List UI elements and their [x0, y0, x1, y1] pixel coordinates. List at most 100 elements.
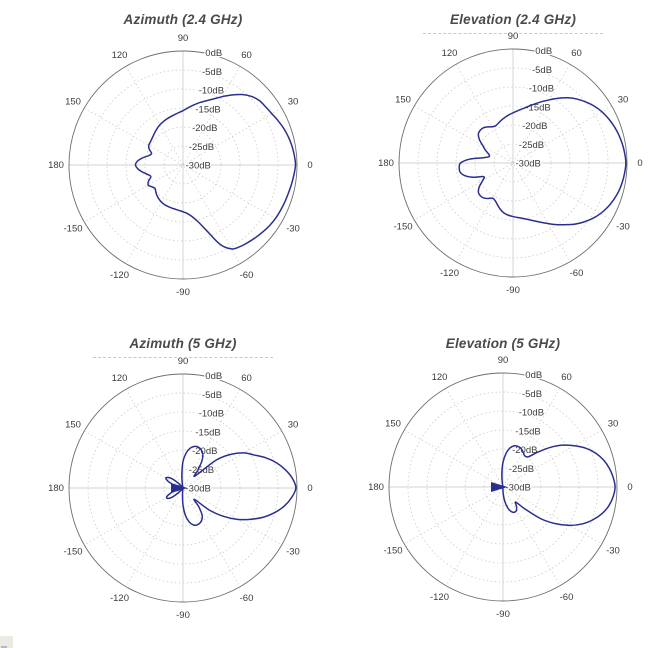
polar-chart-azimuth-2-4ghz: Azimuth (2.4 GHz) 90 60 30 0 -30 -60 -90 -120 -1…	[0, 0, 330, 324]
svg-text:-150: -150	[384, 546, 403, 557]
svg-text:-30dB: -30dB	[506, 483, 531, 494]
svg-text:-120: -120	[110, 270, 129, 281]
svg-text:30: 30	[288, 420, 299, 431]
svg-text:120: 120	[112, 373, 128, 384]
polar-chart-elevation-2-4ghz: Elevation (2.4 GHz) 90 60 30 0 -30 -60 -90 -120…	[330, 0, 659, 324]
svg-text:0: 0	[637, 158, 642, 169]
svg-text:-10dB: -10dB	[519, 408, 544, 419]
polar-grid	[388, 372, 618, 602]
svg-text:0: 0	[307, 160, 312, 171]
svg-text:90: 90	[178, 356, 189, 367]
polar-chart-elevation-5ghz: Elevation (5 GHz) 90 60 30 0 -30 -60 -90 -120 -1…	[329, 324, 659, 648]
chart-title: Elevation (5 GHz)	[445, 336, 561, 351]
svg-text:-20dB: -20dB	[512, 445, 537, 456]
center-arrow-marker	[171, 483, 188, 493]
svg-text:-15dB: -15dB	[515, 426, 540, 437]
chart-title: Azimuth (2.4 GHz)	[123, 12, 243, 27]
svg-text:-10dB: -10dB	[199, 409, 224, 420]
svg-text:150: 150	[65, 97, 81, 108]
r-tick-labels: 0dB -5dB -10dB -15dB -20dB -25dB -30dB	[184, 47, 225, 173]
svg-text:150: 150	[385, 419, 401, 430]
svg-text:180: 180	[48, 160, 64, 171]
svg-text:-5dB: -5dB	[532, 65, 552, 76]
svg-text:-15dB: -15dB	[195, 104, 220, 115]
theta-tick-labels: 90 60 30 0 -30 -60 -90 -120 -150 180 150 120	[47, 32, 314, 300]
svg-text:-20dB: -20dB	[522, 121, 547, 132]
svg-text:60: 60	[561, 372, 572, 383]
svg-text:-120: -120	[440, 268, 459, 279]
chart-title: Azimuth (5 GHz)	[129, 336, 237, 351]
svg-text:-60: -60	[240, 270, 254, 281]
svg-text:-5dB: -5dB	[202, 390, 222, 401]
svg-text:-20dB: -20dB	[192, 123, 217, 134]
svg-text:-5dB: -5dB	[522, 389, 542, 400]
svg-text:30: 30	[608, 419, 619, 430]
svg-text:0: 0	[307, 483, 312, 494]
svg-text:-60: -60	[560, 592, 574, 603]
title-underline-artifact	[93, 357, 273, 358]
polar-grid	[398, 48, 628, 278]
pattern-curve	[134, 93, 297, 250]
polar-plot: 90 60 30 0 -30 -60 -90 -120 -150 180 150 120 0dB -5dB…	[367, 354, 634, 622]
svg-text:30: 30	[618, 95, 629, 106]
svg-text:-30: -30	[606, 546, 620, 557]
svg-text:0dB: 0dB	[535, 46, 552, 57]
svg-text:120: 120	[442, 48, 458, 59]
corner-artifact	[0, 636, 13, 648]
svg-text:-25dB: -25dB	[509, 464, 534, 475]
svg-text:-150: -150	[64, 224, 83, 235]
svg-text:-60: -60	[240, 593, 254, 604]
svg-text:-25dB: -25dB	[189, 142, 214, 153]
svg-text:180: 180	[368, 482, 384, 493]
r-tick-labels: 0dB -5dB -10dB -15dB -20dB -25dB -30dB	[514, 45, 555, 171]
svg-text:-90: -90	[176, 610, 190, 621]
svg-text:-5dB: -5dB	[202, 67, 222, 78]
pattern-curve	[492, 444, 616, 527]
svg-text:-30: -30	[286, 547, 300, 558]
svg-text:-25dB: -25dB	[519, 140, 544, 151]
svg-text:-15dB: -15dB	[195, 427, 220, 438]
svg-text:-120: -120	[110, 593, 129, 604]
svg-text:90: 90	[508, 31, 519, 42]
svg-text:-120: -120	[430, 592, 449, 603]
svg-text:-150: -150	[64, 547, 83, 558]
svg-text:90: 90	[498, 355, 509, 366]
svg-text:-30dB: -30dB	[186, 161, 211, 172]
svg-text:-20dB: -20dB	[192, 446, 217, 457]
svg-text:180: 180	[378, 158, 394, 169]
svg-text:60: 60	[241, 373, 252, 384]
pattern-curve	[458, 97, 627, 226]
center-arrow-marker	[491, 482, 508, 492]
svg-text:0dB: 0dB	[205, 371, 222, 382]
svg-text:60: 60	[241, 50, 252, 61]
svg-text:120: 120	[432, 372, 448, 383]
svg-text:-90: -90	[496, 609, 510, 620]
theta-tick-labels: 90 60 30 0 -30 -60 -90 -120 -150 180 150 120	[47, 355, 314, 623]
svg-text:0: 0	[627, 482, 632, 493]
polar-plot: 90 60 30 0 -30 -60 -90 -120 -150 180 150 120 0dB -5dB…	[47, 32, 314, 300]
svg-text:-30: -30	[616, 222, 630, 233]
r-tick-labels: 0dB-5dB-10dB-15dB-20dB-25dB-30dB	[184, 370, 225, 496]
svg-text:-30dB: -30dB	[186, 484, 211, 495]
theta-tick-labels: 90 60 30 0 -30 -60 -90 -120 -150 180 150 120	[377, 30, 644, 298]
svg-text:0dB: 0dB	[525, 370, 542, 381]
svg-text:-60: -60	[570, 268, 584, 279]
svg-text:-30: -30	[286, 224, 300, 235]
svg-text:-90: -90	[506, 285, 520, 296]
r-tick-labels: 0dB -5dB -10dB -15dB -20dB -25dB -30dB	[504, 369, 545, 495]
svg-text:-90: -90	[176, 287, 190, 298]
svg-text:60: 60	[571, 48, 582, 59]
polar-grid	[68, 50, 298, 280]
svg-text:-30dB: -30dB	[516, 159, 541, 170]
svg-text:-150: -150	[394, 222, 413, 233]
svg-text:-10dB: -10dB	[199, 86, 224, 97]
svg-text:150: 150	[65, 420, 81, 431]
title-underline-artifact	[423, 33, 603, 34]
svg-text:0dB: 0dB	[205, 48, 222, 59]
polar-plot: 90 60 30 0 -30 -60 -90 -120 -150 180 150 120 0dB -5dB…	[377, 30, 644, 298]
svg-text:-15dB: -15dB	[525, 102, 550, 113]
svg-text:30: 30	[288, 97, 299, 108]
svg-text:-10dB: -10dB	[529, 84, 554, 95]
svg-text:90: 90	[178, 33, 189, 44]
